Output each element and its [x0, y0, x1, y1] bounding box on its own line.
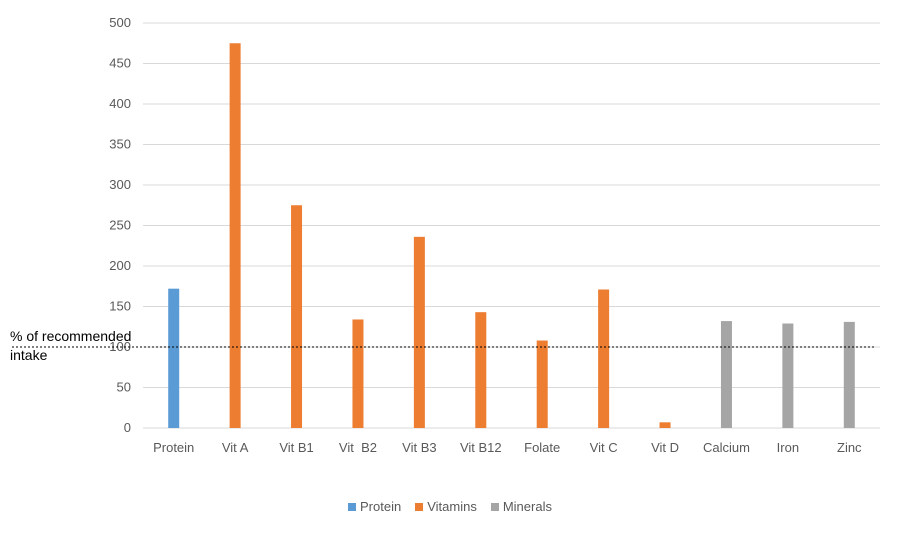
y-tick-label: 350	[109, 137, 131, 152]
x-tick-label: Zinc	[837, 440, 862, 455]
x-tick-label: Vit D	[651, 440, 679, 455]
bar[interactable]	[291, 205, 303, 428]
legend-swatch-protein	[348, 502, 357, 511]
x-tick-label: Vit B3	[402, 440, 436, 455]
legend-swatch-minerals	[490, 502, 499, 511]
bar[interactable]	[352, 319, 364, 428]
x-tick-label: Folate	[524, 440, 560, 455]
x-tick-label: Vit A	[222, 440, 249, 455]
x-tick-label: Vit B12	[460, 440, 502, 455]
x-tick-label: Iron	[777, 440, 799, 455]
gridlines	[143, 22, 880, 429]
legend-item-protein[interactable]: Protein	[348, 499, 401, 514]
y-tick-label: 300	[109, 177, 131, 192]
y-tick-label: 500	[109, 15, 131, 30]
legend-label-minerals: Minerals	[502, 499, 552, 514]
legend-label-vitamins: Vitamins	[427, 499, 477, 514]
bar[interactable]	[536, 340, 548, 428]
legend-swatch-vitamins	[415, 502, 424, 511]
y-tick-label: 250	[109, 218, 131, 233]
y-tick-label: 400	[109, 96, 131, 111]
x-tick-label: Vit B2	[339, 440, 377, 455]
bar[interactable]	[598, 289, 610, 428]
y-tick-label: 200	[109, 258, 131, 273]
x-tick-label: Vit B1	[279, 440, 313, 455]
legend-label-protein: Protein	[360, 499, 402, 514]
legend: Protein Vitamins Minerals	[0, 499, 900, 514]
bar[interactable]	[782, 323, 794, 428]
x-tick-label: Vit C	[590, 440, 618, 455]
bar[interactable]	[843, 321, 855, 428]
x-axis-ticks: Protein Vit A Vit B1 Vit B2 Vit B3 Vit B12 Fol…	[153, 440, 862, 455]
x-tick-label: Calcium	[703, 440, 750, 455]
legend-item-vitamins[interactable]: Vitamins	[415, 499, 477, 514]
bar[interactable]	[475, 312, 487, 428]
bars	[168, 43, 855, 428]
bar[interactable]	[413, 236, 425, 428]
bar[interactable]	[659, 422, 671, 428]
y-tick-label: 0	[124, 420, 131, 435]
bar[interactable]	[168, 288, 180, 428]
x-tick-label: Protein	[153, 440, 194, 455]
bar[interactable]	[720, 321, 732, 428]
y-tick-label: 150	[109, 299, 131, 314]
reference-line-label: % of recommended intake	[10, 328, 132, 363]
y-tick-label: 50	[117, 380, 131, 395]
legend-item-minerals[interactable]: Minerals	[490, 499, 552, 514]
bar[interactable]	[229, 43, 241, 428]
y-tick-label: 450	[109, 56, 131, 71]
